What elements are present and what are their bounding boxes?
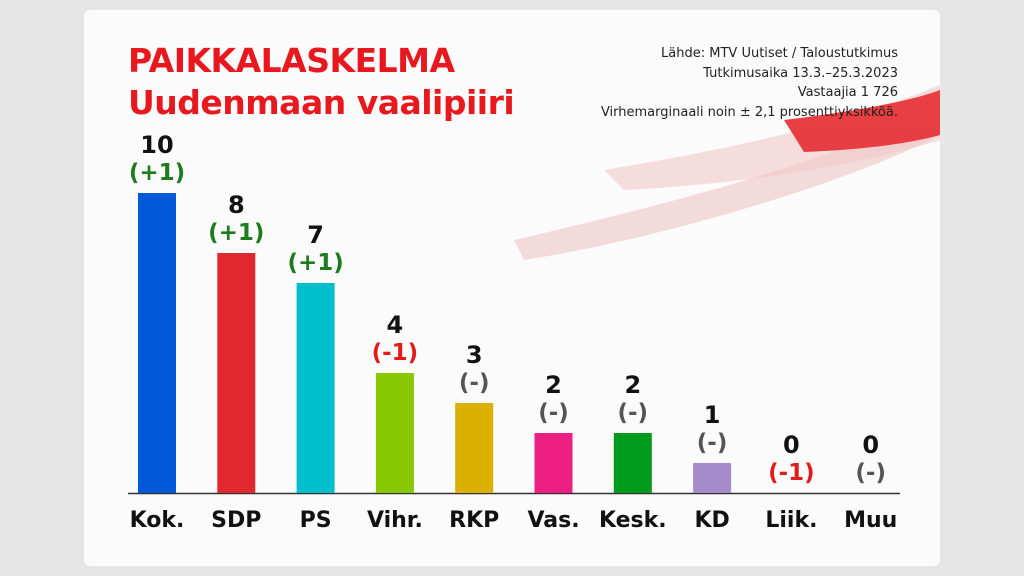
value-label-3: 4 (387, 311, 404, 339)
change-label-1: (+1) (208, 220, 264, 246)
change-label-8: (-1) (768, 460, 815, 486)
change-label-0: (+1) (129, 160, 185, 186)
chart-title: PAIKKALASKELMA Uudenmaan vaalipiiri (128, 40, 515, 124)
value-label-8: 0 (783, 431, 800, 459)
change-label-6: (-) (618, 400, 649, 426)
change-label-7: (-) (697, 430, 728, 456)
change-label-4: (-) (459, 370, 490, 396)
category-label-5: Vas. (527, 508, 579, 533)
category-label-8: Liik. (765, 508, 817, 533)
bar-0 (138, 193, 176, 493)
margin-line: Virhemarginaali noin ± 2,1 prosenttiyksi… (600, 104, 898, 120)
decorative-swoosh (514, 85, 940, 260)
category-label-0: Kok. (130, 508, 185, 533)
title-line-1: PAIKKALASKELMA (128, 41, 455, 80)
category-label-4: RKP (449, 508, 499, 533)
source-info: Lähde: MTV Uutiset / Taloustutkimus Tutk… (601, 44, 898, 122)
bar-2 (296, 283, 335, 493)
change-label-3: (-1) (372, 340, 419, 366)
category-label-2: PS (300, 508, 332, 533)
value-label-6: 2 (624, 371, 641, 399)
value-label-2: 7 (307, 221, 324, 249)
bar-1 (217, 253, 256, 493)
bar-6 (613, 433, 652, 493)
value-label-1: 8 (228, 191, 245, 219)
category-label-3: Vihr. (367, 508, 423, 533)
bar-3 (375, 373, 414, 493)
value-label-5: 2 (545, 371, 562, 399)
category-label-6: Kesk. (599, 508, 667, 533)
change-label-9: (-) (855, 460, 886, 486)
period-line: Tutkimusaika 13.3.–25.3.2023 (703, 65, 898, 81)
value-label-9: 0 (862, 431, 879, 459)
category-label-1: SDP (211, 508, 261, 533)
value-label-7: 1 (704, 401, 721, 429)
bar-7 (693, 463, 732, 493)
value-label-4: 3 (466, 341, 483, 369)
bar-4 (455, 403, 494, 493)
bar-5 (534, 433, 573, 493)
value-label-0: 10 (140, 131, 173, 159)
change-label-2: (+1) (287, 250, 343, 276)
title-line-2: Uudenmaan vaalipiiri (128, 83, 515, 122)
category-label-7: KD (694, 508, 729, 533)
category-label-9: Muu (844, 508, 897, 533)
respondents-line: Vastaajia 1 726 (797, 85, 898, 100)
source-line: Lähde: MTV Uutiset / Taloustutkimus (661, 46, 898, 61)
change-label-5: (-) (538, 400, 569, 426)
